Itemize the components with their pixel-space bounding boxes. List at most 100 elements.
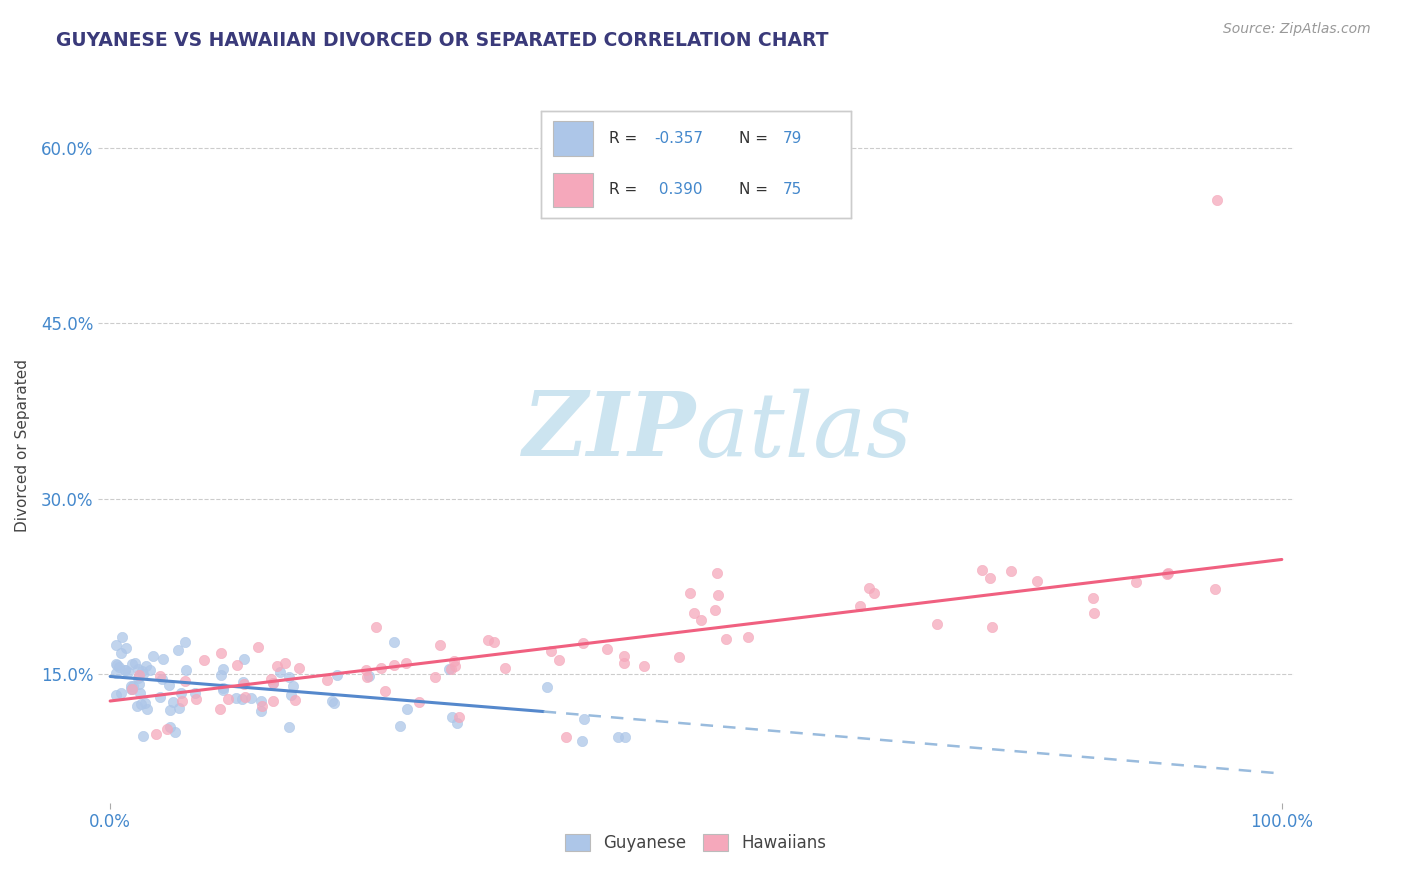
Point xyxy=(170,686,193,700)
Point xyxy=(395,656,418,670)
Point xyxy=(633,659,655,673)
Point xyxy=(548,653,571,667)
Point xyxy=(117,665,139,679)
Point xyxy=(707,588,730,602)
Point xyxy=(536,681,558,695)
Point xyxy=(374,684,396,698)
Point xyxy=(288,661,311,675)
Point xyxy=(232,651,254,665)
Point xyxy=(105,658,128,673)
Point xyxy=(128,668,150,682)
Point xyxy=(571,733,593,747)
Point xyxy=(142,649,165,664)
Point xyxy=(482,635,505,649)
Point xyxy=(225,658,247,673)
Point xyxy=(131,666,153,681)
Point xyxy=(737,630,759,644)
Point xyxy=(384,635,406,649)
Point xyxy=(437,662,460,676)
Point xyxy=(444,659,467,673)
Point xyxy=(388,719,411,733)
Point xyxy=(105,688,128,702)
Point xyxy=(114,663,136,677)
Point xyxy=(979,570,1001,584)
Point xyxy=(425,670,447,684)
Point xyxy=(668,649,690,664)
Point xyxy=(211,662,233,676)
Point xyxy=(477,632,499,647)
Point xyxy=(156,723,179,737)
Point xyxy=(1156,566,1178,581)
Point xyxy=(184,686,207,700)
Point xyxy=(105,657,128,671)
Point xyxy=(277,720,299,734)
Point xyxy=(682,606,704,620)
Point xyxy=(121,679,143,693)
Point xyxy=(262,676,284,690)
Point xyxy=(540,644,562,658)
Point xyxy=(607,730,630,744)
Point xyxy=(283,679,305,693)
Point xyxy=(211,681,233,695)
Point xyxy=(494,661,516,675)
Point xyxy=(1206,194,1229,208)
Point xyxy=(127,671,149,685)
Point xyxy=(447,710,470,724)
Point xyxy=(121,657,143,671)
Point xyxy=(149,669,172,683)
Point xyxy=(848,599,870,614)
Point xyxy=(139,663,162,677)
Point xyxy=(162,695,184,709)
Point xyxy=(1204,582,1226,597)
Point xyxy=(250,704,273,718)
Point xyxy=(173,674,195,689)
Point xyxy=(218,692,240,706)
Point xyxy=(613,648,636,663)
Point xyxy=(1125,574,1147,589)
Point xyxy=(356,664,378,678)
Point xyxy=(127,662,149,676)
Point xyxy=(110,646,132,660)
Point xyxy=(174,635,197,649)
Point xyxy=(679,585,702,599)
Point xyxy=(208,702,231,716)
Point xyxy=(613,656,636,670)
Point xyxy=(120,681,142,696)
Point xyxy=(193,653,215,667)
Point xyxy=(284,692,307,706)
Y-axis label: Divorced or Separated: Divorced or Separated xyxy=(15,359,30,533)
Point xyxy=(167,700,190,714)
Text: GUYANESE VS HAWAIIAN DIVORCED OR SEPARATED CORRELATION CHART: GUYANESE VS HAWAIIAN DIVORCED OR SEPARAT… xyxy=(56,31,828,50)
Point xyxy=(262,694,284,708)
Point xyxy=(233,677,256,691)
Point xyxy=(105,638,128,652)
Point xyxy=(111,630,134,644)
Text: Source: ZipAtlas.com: Source: ZipAtlas.com xyxy=(1223,22,1371,37)
Point xyxy=(150,673,173,687)
Point xyxy=(706,566,728,580)
Point xyxy=(249,694,271,708)
Point xyxy=(325,668,347,682)
Point xyxy=(323,696,346,710)
Point xyxy=(262,676,284,690)
Point xyxy=(1000,565,1022,579)
Point xyxy=(239,691,262,706)
Point xyxy=(108,660,131,674)
Point xyxy=(443,654,465,668)
Point xyxy=(131,664,153,678)
Point xyxy=(862,586,884,600)
Point xyxy=(554,730,576,744)
Point xyxy=(321,694,343,708)
Point xyxy=(446,715,468,730)
Point xyxy=(927,616,949,631)
Point xyxy=(128,686,150,700)
Legend: Guyanese, Hawaiians: Guyanese, Hawaiians xyxy=(558,827,834,859)
Point xyxy=(176,663,198,677)
Point xyxy=(278,669,301,683)
Point xyxy=(157,678,180,692)
Point xyxy=(970,564,993,578)
Point xyxy=(370,661,392,675)
Point xyxy=(572,636,595,650)
Point xyxy=(440,662,463,676)
Point xyxy=(209,668,232,682)
